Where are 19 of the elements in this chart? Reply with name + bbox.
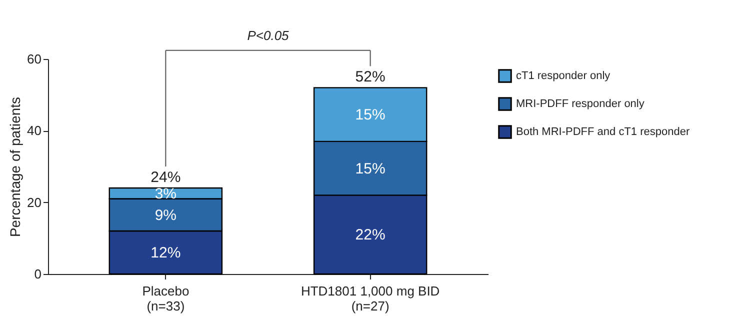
x-tick-label: HTD1801 1,000 mg BID (n=27) [300,284,440,314]
y-tick-label: 60 [27,52,42,66]
legend-label: MRI-PDFF responder only [516,98,645,110]
y-axis-title: Percentage of patients [7,96,24,238]
legend-label: cT1 responder only [516,70,611,82]
total-label: 52% [355,68,386,86]
total-label: 24% [150,169,181,186]
y-tick-label: 40 [27,123,42,138]
data-label: 9% [154,206,177,224]
text: P<0.05 [247,28,290,43]
data-label: 15% [355,160,386,178]
legend-label: Both MRI-PDFF and cT1 responder [516,126,690,138]
data-label: 3% [154,185,177,202]
data-label: 22% [355,226,386,244]
y-tick-label: 0 [34,266,42,282]
data-label: 15% [355,106,386,124]
data-label: 12% [150,244,181,262]
y-tick-label: 20 [27,194,42,210]
x-tick-label: Placebo (n=33) [142,284,190,314]
